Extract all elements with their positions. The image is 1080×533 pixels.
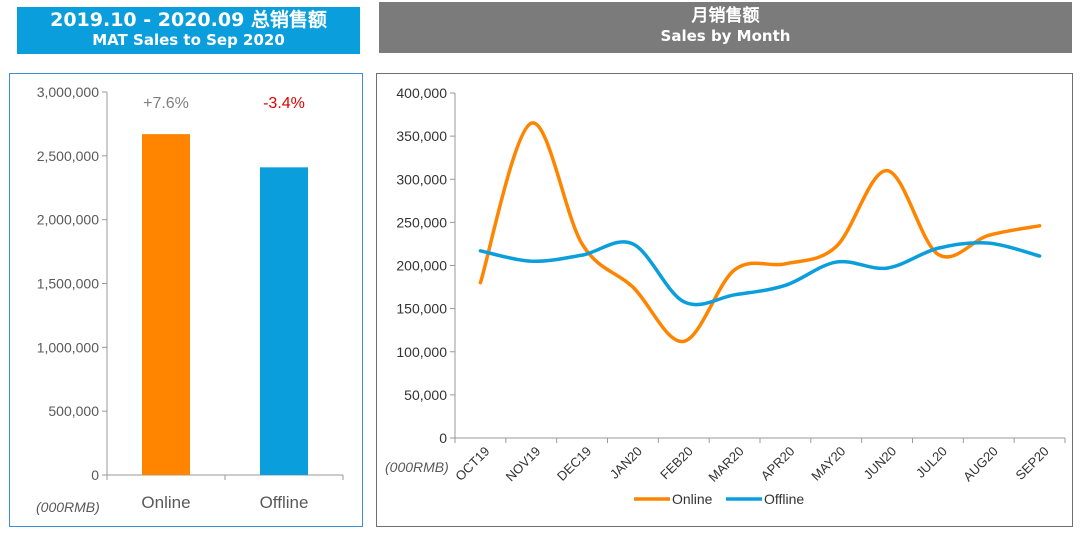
bar-y-tick-label: 2,500,000: [37, 148, 99, 164]
bar-data-label: +7.6%: [143, 95, 189, 112]
line-x-tick-label: MAY20: [808, 444, 848, 484]
bar-unit-label: (000RMB): [36, 499, 100, 515]
line-x-tick-label: APR20: [758, 444, 798, 484]
mat-sales-header: 2019.10 - 2020.09 总销售额 MAT Sales to Sep …: [17, 7, 360, 54]
monthly-line-chart-panel: [376, 73, 1073, 527]
line-x-tick-label: JUN20: [860, 444, 899, 483]
mat-sales-title: 2019.10 - 2020.09 总销售额: [50, 9, 327, 31]
series-line-online: [478, 121, 1042, 344]
line-x-tick-label: FEB20: [657, 444, 696, 483]
line-x-tick-label: AUG20: [960, 444, 1001, 485]
line-y-tick-label: 300,000: [396, 171, 447, 187]
line-y-tick-label: 250,000: [396, 214, 447, 230]
legend-label-offline: Offline: [764, 491, 804, 507]
legend-label-online: Online: [672, 491, 713, 507]
line-y-tick-label: 100,000: [396, 344, 447, 360]
monthly-sales-header: 月销售额 Sales by Month: [379, 2, 1072, 53]
bar-offline: [260, 167, 308, 475]
bar-category-label: Offline: [260, 493, 309, 512]
line-x-tick-label: JUL20: [913, 444, 950, 481]
bar-y-tick-label: 3,000,000: [37, 84, 99, 100]
line-x-tick-label: MAR20: [705, 444, 746, 485]
line-unit-label: (000RMB): [385, 459, 449, 475]
bar-y-tick-label: 1,500,000: [37, 276, 99, 292]
line-x-tick-label: NOV19: [503, 444, 544, 485]
line-x-tick-label: JAN20: [607, 444, 645, 482]
line-y-tick-label: 50,000: [404, 387, 447, 403]
line-y-tick-label: 150,000: [396, 301, 447, 317]
line-x-tick-label: OCT19: [452, 444, 492, 484]
mat-sales-subtitle: MAT Sales to Sep 2020: [92, 31, 285, 49]
bar-category-label: Online: [141, 493, 190, 512]
bar-online: [142, 134, 190, 475]
bar-data-label: -3.4%: [263, 95, 305, 112]
bar-y-tick-label: 500,000: [48, 403, 99, 419]
line-y-tick-label: 350,000: [396, 128, 447, 144]
bar-y-tick-label: 1,000,000: [37, 339, 99, 355]
line-y-tick-label: 400,000: [396, 85, 447, 101]
bar-y-tick-label: 2,000,000: [37, 212, 99, 228]
series-line-offline: [478, 240, 1042, 307]
bar-y-tick-label: 0: [91, 467, 99, 483]
line-y-tick-label: 0: [439, 430, 447, 446]
monthly-sales-title: 月销售额: [691, 6, 760, 26]
line-x-tick-label: DEC19: [554, 444, 594, 484]
line-y-tick-label: 200,000: [396, 258, 447, 274]
line-x-tick-label: SEP20: [1012, 444, 1051, 483]
monthly-sales-subtitle: Sales by Month: [660, 27, 791, 45]
